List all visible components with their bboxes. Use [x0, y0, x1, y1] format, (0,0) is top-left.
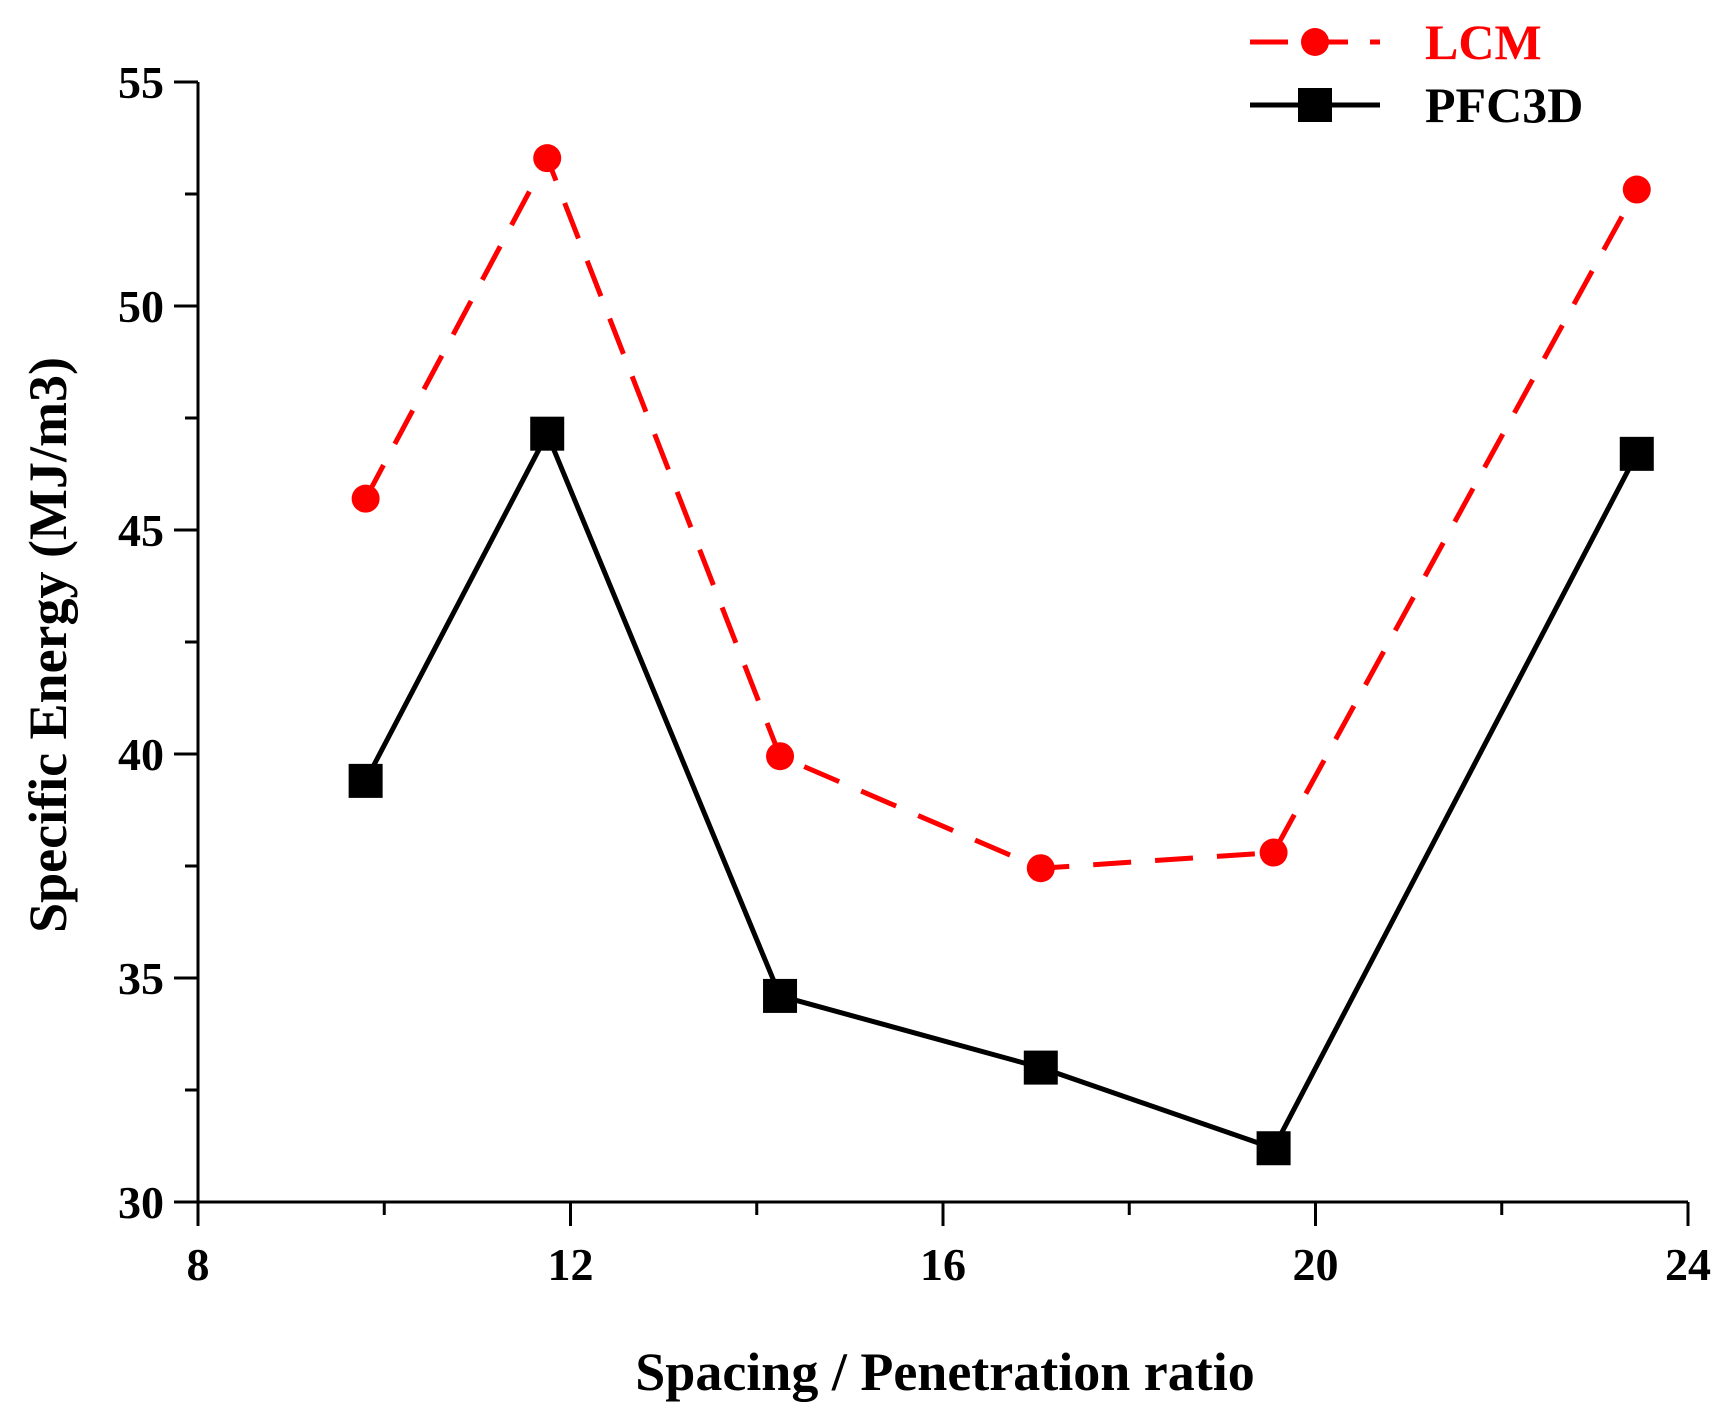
legend: LCM PFC3D	[1250, 14, 1583, 133]
data-point-lcm	[533, 144, 562, 173]
y-tick-label: 50	[118, 281, 164, 332]
data-point-pfc3d	[1023, 1050, 1058, 1085]
data-point-lcm	[1259, 838, 1288, 867]
x-axis-ticks: 8 12 16 20 24	[187, 1202, 1711, 1290]
series-line-lcm	[363, 155, 1639, 871]
plot-frame	[196, 82, 1688, 1204]
legend-marker-pfc3d	[1298, 88, 1332, 122]
data-point-lcm	[1622, 175, 1651, 204]
x-tick-label: 12	[548, 1239, 594, 1290]
data-point-pfc3d	[763, 978, 798, 1013]
series-line-pfc3d	[363, 431, 1639, 1151]
y-tick-label: 30	[118, 1177, 164, 1228]
y-tick-label: 40	[118, 729, 164, 780]
y-tick-label: 45	[118, 505, 164, 556]
legend-marker-lcm	[1301, 28, 1329, 56]
x-tick-label: 16	[920, 1239, 966, 1290]
data-point-pfc3d	[348, 763, 383, 798]
x-axis-title: Spacing / Penetration ratio	[635, 1342, 1254, 1402]
x-tick-label: 24	[1665, 1239, 1711, 1290]
data-point-pfc3d	[530, 416, 565, 451]
x-tick-label: 20	[1293, 1239, 1339, 1290]
y-tick-label: 55	[118, 57, 164, 108]
data-point-pfc3d	[1256, 1131, 1291, 1166]
data-point-lcm	[766, 742, 795, 771]
y-axis-title: Specific Energy (MJ/m3)	[18, 357, 78, 933]
series-layer	[348, 144, 1654, 1166]
y-tick-label: 35	[118, 953, 164, 1004]
data-point-pfc3d	[1619, 436, 1654, 471]
data-point-lcm	[351, 484, 380, 513]
legend-label-lcm: LCM	[1425, 14, 1542, 70]
y-axis-ticks: 30 35 40 45 50 55	[118, 57, 198, 1228]
data-point-lcm	[1026, 854, 1055, 883]
x-tick-label: 8	[187, 1239, 210, 1290]
legend-label-pfc3d: PFC3D	[1425, 77, 1583, 133]
